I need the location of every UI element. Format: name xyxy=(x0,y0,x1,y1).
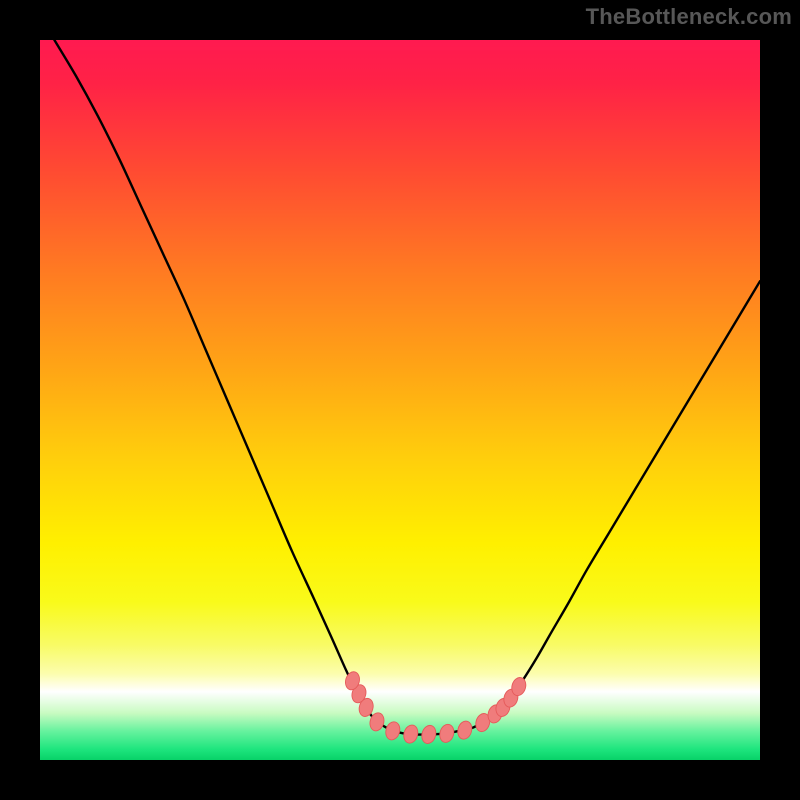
plot-svg xyxy=(40,40,760,760)
chart-root: TheBottleneck.com xyxy=(0,0,800,800)
plot-area xyxy=(40,40,760,760)
plot-background xyxy=(40,40,760,760)
watermark-text: TheBottleneck.com xyxy=(586,4,792,30)
